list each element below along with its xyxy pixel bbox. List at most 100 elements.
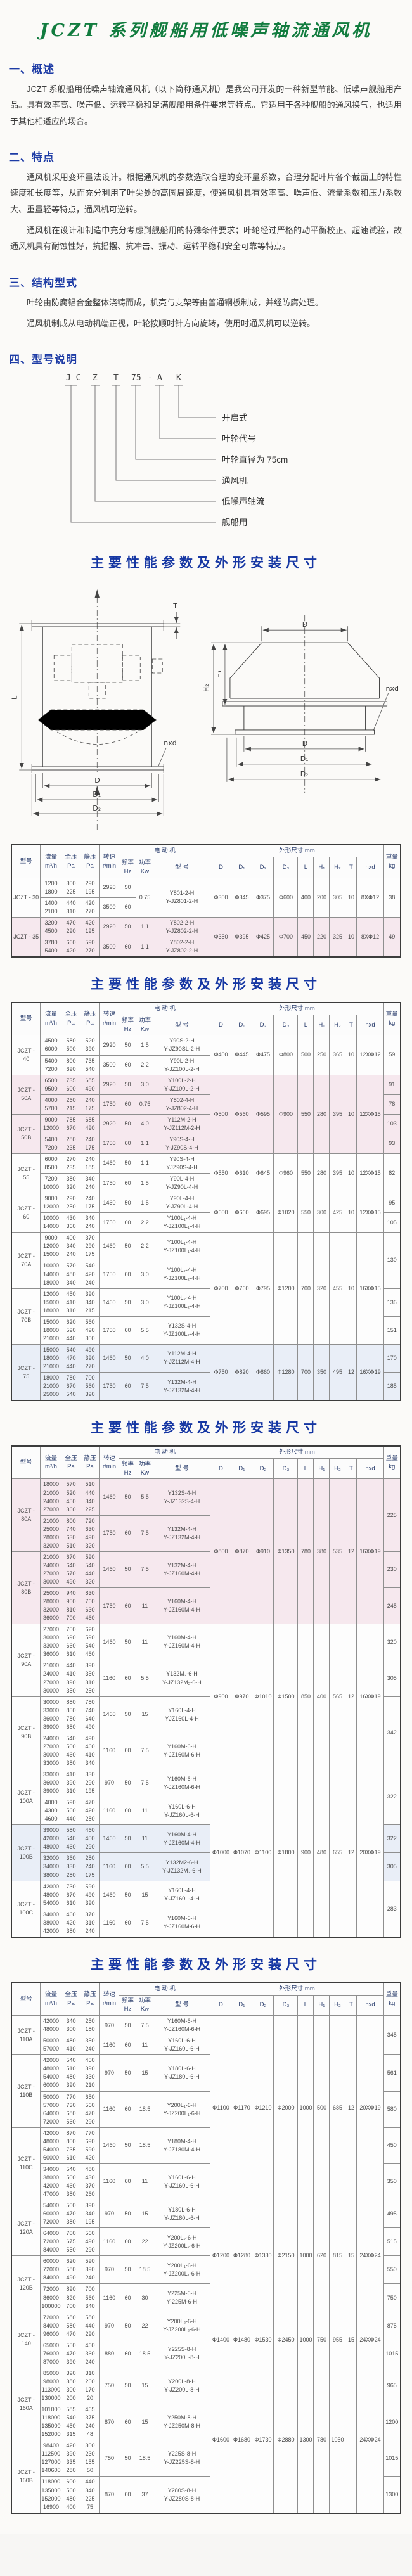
table-cell: JCZT - 35: [11, 916, 41, 958]
table-cell: 7.5: [136, 2015, 154, 2036]
table-cell: 136: [383, 1288, 401, 1317]
table-cell: Φ375: [252, 877, 274, 918]
table-cell: 670 640 570 490: [61, 1551, 81, 1589]
header-cell: H₂: [329, 1994, 346, 2016]
table-cell: 970: [99, 2311, 120, 2340]
model-label-low-noise-axial: 低噪声轴流: [222, 497, 265, 506]
table-cell: 7.5: [136, 1551, 154, 1589]
header-cell: 静压 Pa: [80, 844, 100, 878]
header-cell: 全压 Pa: [61, 1982, 81, 2016]
header-cell: 全压 Pa: [61, 1002, 81, 1036]
table-cell: 700 675 550: [61, 2227, 81, 2257]
table-cell: 480 430 370 260: [80, 2163, 100, 2201]
table-cell: 11: [136, 2035, 154, 2056]
table-cell: 1750: [99, 1316, 120, 1345]
table-cell: 95: [383, 1193, 401, 1214]
table-cell: 1160: [99, 1660, 120, 1697]
table-cell: 580 440 290: [80, 2311, 100, 2340]
model-label-open-type: 开启式: [222, 413, 248, 423]
table-cell: Φ1280: [273, 1343, 299, 1401]
header-cell: 电 动 机: [119, 1002, 211, 1015]
table-cell: Y160M-6-H Y-JZ160M-6-H: [153, 1732, 211, 1769]
table-cell: Φ1020: [273, 1193, 299, 1233]
table-cell: 200: [313, 877, 330, 918]
table-cell: 11: [136, 2163, 154, 2201]
table-cell: 1460: [99, 1551, 120, 1589]
table-cell: 700: [297, 1343, 314, 1401]
table-cell: Y90S-4-H YJZ90S-4-H: [153, 1153, 211, 1174]
table-cell: 30000 33000 36000 39000: [40, 1696, 62, 1733]
table-cell: 2.2: [136, 1212, 154, 1233]
table-cell: 550: [297, 1153, 314, 1194]
table-cell: 550: [383, 2255, 401, 2284]
header-cell: 型号: [11, 1002, 41, 1036]
table-cell: Y160L-4-H Y-JZ160L-4-H: [153, 1880, 211, 1909]
table-cell: 870 800 735 610: [61, 2127, 81, 2164]
table-cell: 470 290: [61, 916, 81, 938]
table-cell: 3.0: [136, 1288, 154, 1317]
header-cell: nxd: [356, 1458, 384, 1480]
table-cell: 10: [345, 1035, 357, 1075]
table-cell: 1.1: [136, 1133, 154, 1154]
table-cell: 50: [119, 877, 137, 898]
installation-drawings: L T nxd D D₁ D₂: [0, 580, 412, 838]
table-cell: Y250M-8-H Y-JZ250M-8-H: [153, 2404, 211, 2441]
table-cell: 283: [383, 1880, 401, 1938]
table-cell: 15: [345, 2311, 357, 2368]
table-cell: 1460: [99, 1478, 120, 1516]
table-cell: 585 540 450 315: [61, 2404, 81, 2441]
header-cell: H₁: [313, 1458, 330, 1480]
table-cell: 970: [99, 2255, 120, 2284]
table-cell: 850: [297, 1624, 314, 1769]
table-cell: Φ1280: [231, 2200, 253, 2312]
table-cell: 50: [119, 916, 137, 938]
table-cell: JCZT - 90B: [11, 1696, 41, 1769]
table-cell: Y100L-2-H Y-JZ100L-2-H: [153, 1074, 211, 1095]
table-cell: 890 820 700: [61, 2283, 81, 2312]
table-cell: 11: [136, 1587, 154, 1625]
table-cell: 54000 60000 72000: [40, 2200, 62, 2229]
table-cell: 350: [313, 1343, 330, 1401]
table-cell: 10: [345, 1074, 357, 1154]
table-cell: JCZT - 90A: [11, 1624, 41, 1697]
table-cell: 3.0: [136, 1074, 154, 1095]
dim-label-L: L: [10, 695, 18, 700]
table-cell: JCZT - 110C: [11, 2127, 41, 2201]
table-cell: Φ2880: [273, 2367, 299, 2514]
table-cell: 280: [313, 1153, 330, 1194]
table-cell: 60: [119, 2339, 137, 2368]
table-cell: Y100L₂-4-H Y-JZ100L₂-4-H: [153, 1288, 211, 1317]
section-heading-model-designation: 四、型号说明: [9, 354, 77, 366]
table-cell: 2920: [99, 877, 120, 898]
table-cell: 750: [99, 2440, 120, 2477]
model-label-impeller-diameter: 叶轮直径为 75cm: [222, 455, 288, 465]
table-cell: Y802-2-H Y-JZ802-2-H: [153, 916, 211, 938]
table-cell: 600 560 480 400: [61, 2476, 81, 2514]
table-cell: 250 180: [80, 2015, 100, 2036]
table-cell: 27000 30000 33000 36000: [40, 1624, 62, 1661]
table-cell: Φ1100: [210, 2015, 232, 2201]
table-cell: 490 390 270: [80, 1343, 100, 1373]
table-cell: 520 390: [80, 1035, 100, 1056]
table-cell: 365: [329, 1035, 346, 1075]
table-cell: 770 730 680 560: [61, 2091, 81, 2128]
table-cell: 11: [136, 1824, 154, 1854]
table-cell: 5.5: [136, 1852, 154, 1881]
table-cell: 33000 36000 39000: [40, 1768, 62, 1798]
table-cell: 60: [119, 897, 137, 918]
table-cell: 50: [119, 1768, 137, 1798]
table-cell: 50: [119, 2440, 137, 2477]
table-cell: 10: [345, 916, 357, 958]
table-cell: 16XΦ19: [356, 1624, 384, 1769]
table-cell: 390 350 310 250: [80, 1660, 100, 1697]
table-cell: 540 500 460 380: [61, 2163, 81, 2201]
header-cell: 外形尺寸 mm: [210, 844, 384, 858]
table-cell: 1460: [99, 1824, 120, 1854]
table-cell: JCZT - 120B: [11, 2255, 41, 2312]
table-cell: 60: [119, 1908, 137, 1938]
header-cell: 静压 Pa: [80, 1445, 100, 1480]
table-cell: 450: [297, 916, 314, 958]
table-cell: Φ1800: [273, 1768, 299, 1938]
table-cell: 300 230 155 50: [80, 2440, 100, 2477]
table-cell: 240 185: [80, 1153, 100, 1174]
